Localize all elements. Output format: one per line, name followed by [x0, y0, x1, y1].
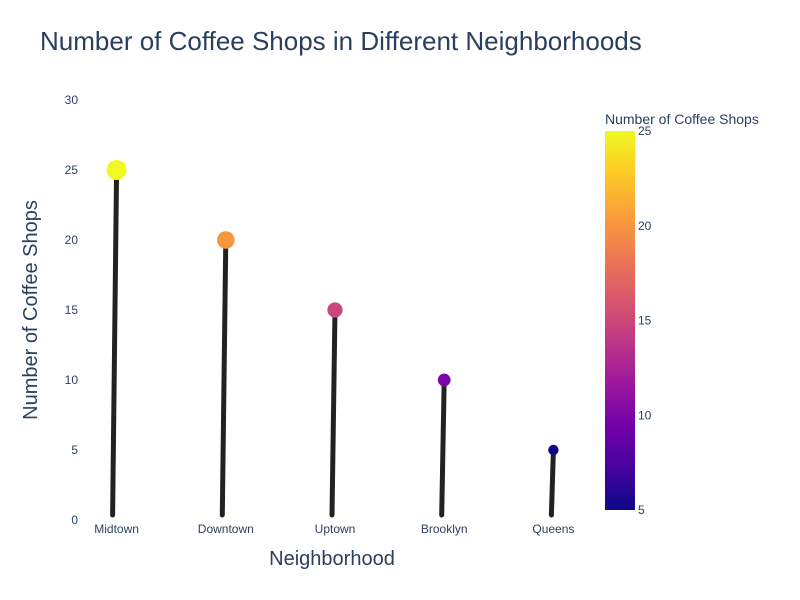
colorbar-tick-label: 10 — [638, 408, 652, 422]
lollipop-stem — [110, 167, 120, 518]
lollipop-stem — [439, 377, 447, 518]
lollipop-marker — [548, 444, 559, 456]
y-tick-label: 30 — [65, 93, 79, 107]
x-axis-ticks: Midtown Downtown Uptown Brooklyn Queens — [94, 522, 574, 536]
lollipop-stems — [110, 167, 556, 518]
y-axis-ticks: 0 5 10 15 20 25 30 — [65, 93, 79, 527]
y-tick-label: 5 — [71, 443, 78, 457]
y-tick-label: 0 — [71, 513, 78, 527]
y-axis-title: Number of Coffee Shops — [20, 200, 42, 420]
y-tick-label: 25 — [65, 163, 79, 177]
colorbar-tick-label: 20 — [638, 219, 652, 233]
lollipop-stem — [329, 307, 338, 518]
lollipop-stem — [219, 237, 229, 518]
chart-title: Number of Coffee Shops in Different Neig… — [40, 26, 642, 56]
lollipop-marker — [437, 373, 451, 387]
lollipop-marker — [106, 160, 127, 180]
x-tick-label: Queens — [532, 522, 574, 536]
x-tick-label: Brooklyn — [421, 522, 468, 536]
y-tick-label: 10 — [65, 373, 79, 387]
lollipop-markers — [106, 160, 559, 456]
y-tick-label: 20 — [65, 233, 79, 247]
colorbar: Number of Coffee Shops 5 10 15 20 25 — [605, 111, 759, 517]
colorbar-gradient — [605, 131, 635, 510]
lollipop-marker — [217, 231, 235, 249]
x-tick-label: Midtown — [94, 522, 139, 536]
x-tick-label: Uptown — [315, 522, 356, 536]
lollipop-stem — [548, 447, 556, 518]
colorbar-ticks: 5 10 15 20 25 — [638, 124, 652, 517]
y-tick-label: 15 — [65, 303, 79, 317]
x-tick-label: Downtown — [198, 522, 254, 536]
colorbar-tick-label: 15 — [638, 314, 652, 328]
colorbar-tick-label: 25 — [638, 124, 652, 138]
colorbar-tick-label: 5 — [638, 503, 645, 517]
colorbar-title: Number of Coffee Shops — [605, 111, 759, 127]
lollipop-marker — [327, 302, 343, 318]
x-axis-title: Neighborhood — [269, 548, 395, 570]
